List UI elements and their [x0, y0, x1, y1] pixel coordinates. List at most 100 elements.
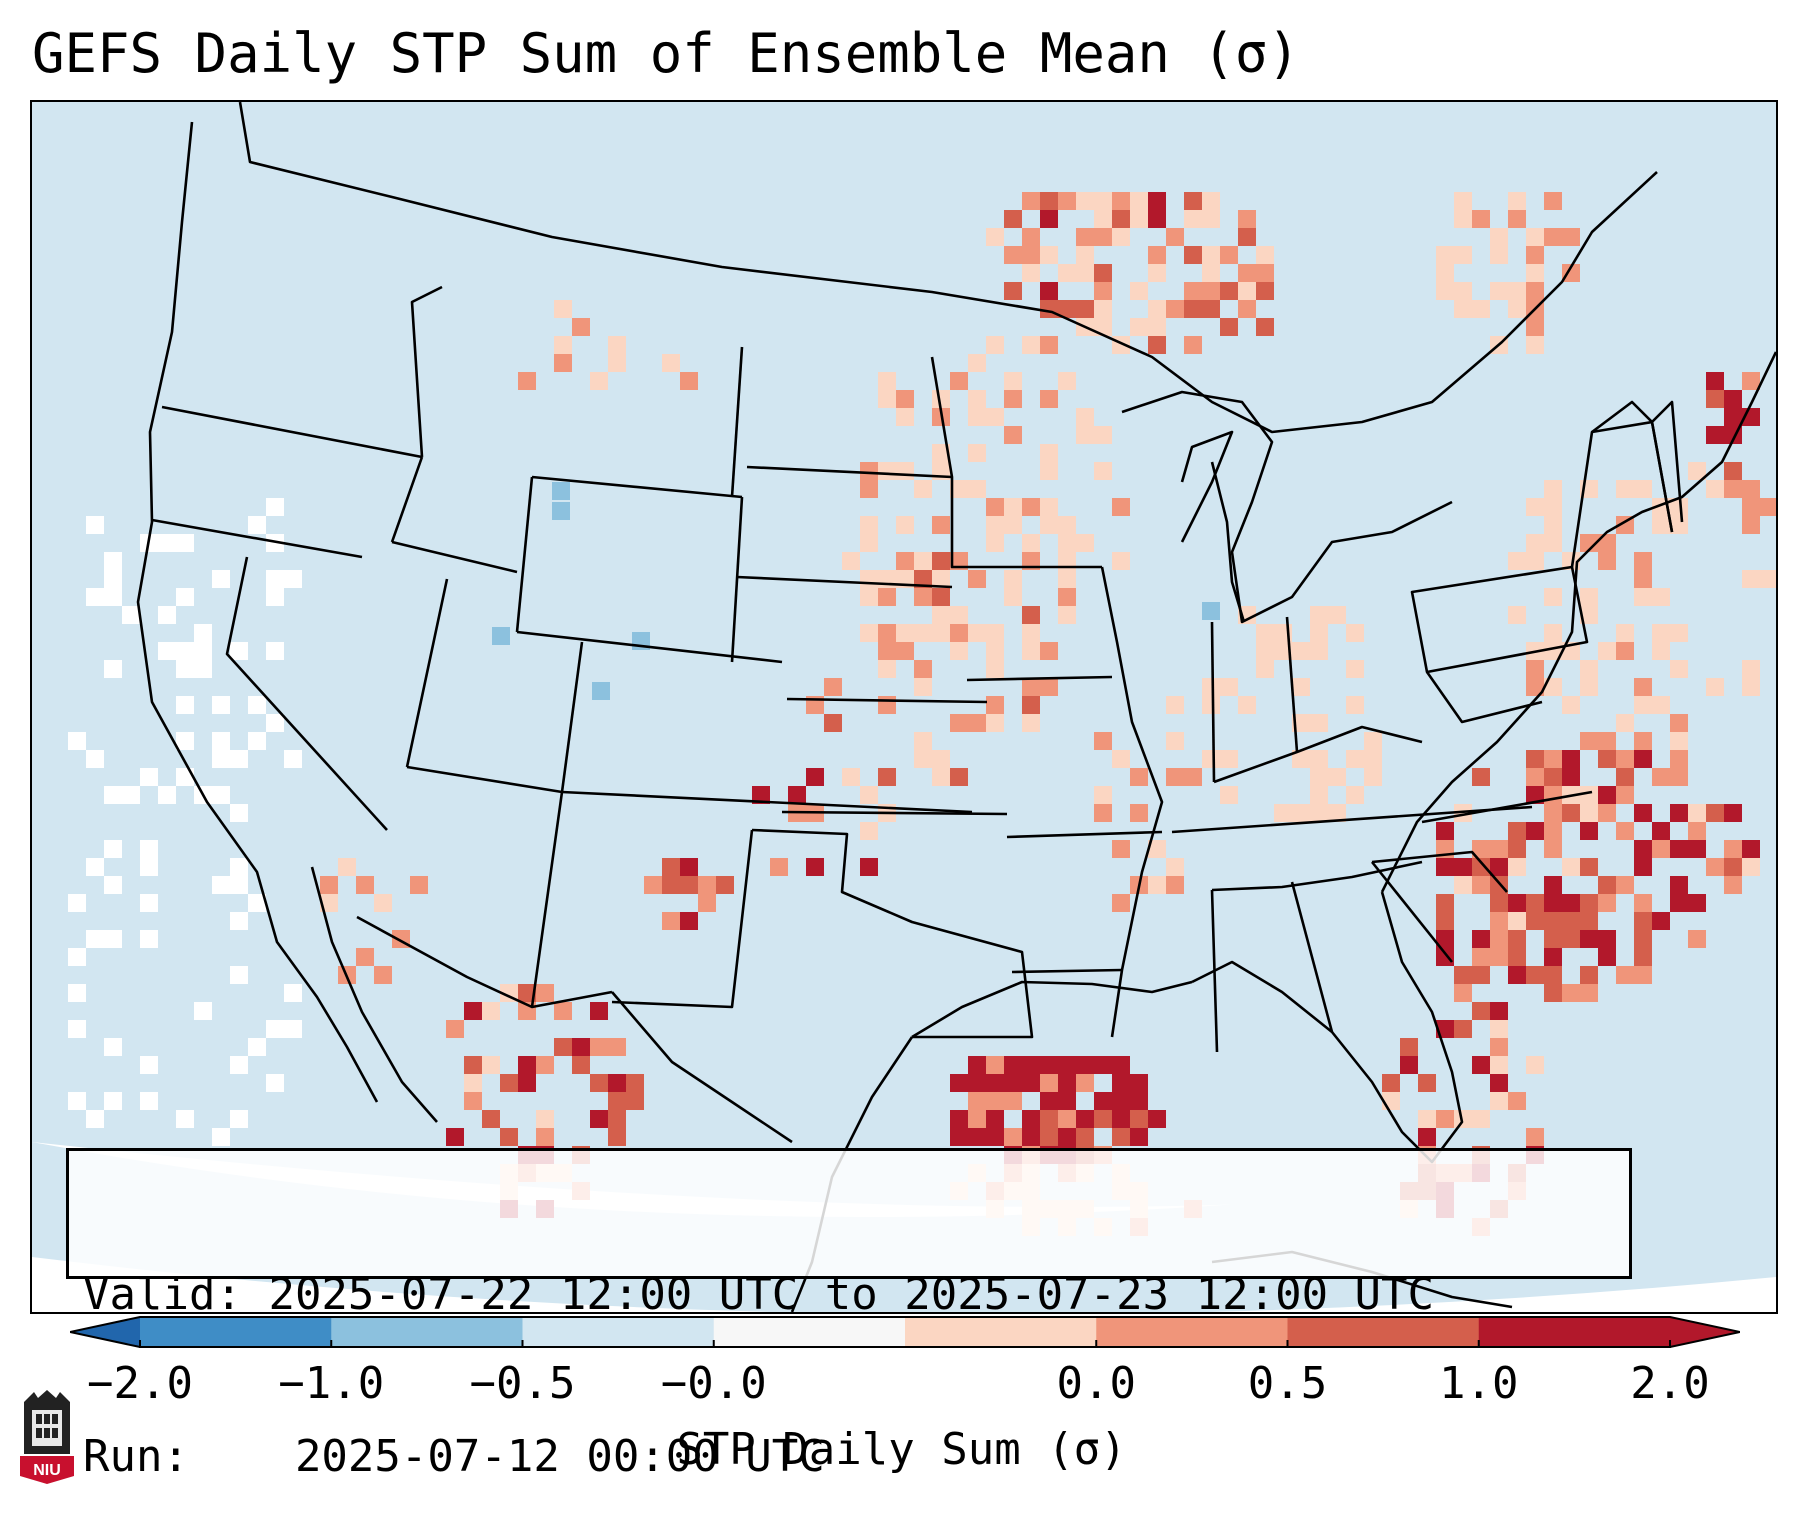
anomaly-cell — [1112, 1092, 1130, 1110]
anomaly-cell — [1040, 300, 1058, 318]
wv-va — [1425, 671, 1543, 724]
anomaly-cell — [1760, 498, 1776, 516]
anomaly-cell — [950, 606, 968, 624]
anomaly-cell — [1490, 1002, 1508, 1020]
anomaly-cell — [1670, 714, 1688, 732]
anomaly-cell — [1436, 282, 1454, 300]
ms-al-border — [1210, 889, 1219, 1053]
mt-nd-border — [730, 346, 744, 498]
ia-mo-border — [966, 675, 1113, 682]
colorbar-tick-label: −0.5 — [469, 1358, 576, 1409]
anomaly-cell — [1112, 1074, 1130, 1092]
anomaly-cell — [1598, 876, 1616, 894]
anomaly-cell — [1616, 480, 1634, 498]
anomaly-cell — [1526, 822, 1544, 840]
anomaly-cell — [950, 714, 968, 732]
nd-sd-border — [746, 465, 953, 479]
anomaly-cell — [1058, 300, 1076, 318]
colorbar-tick-label: 1.0 — [1439, 1358, 1519, 1409]
anomaly-cell — [1256, 264, 1274, 282]
anomaly-cell — [1634, 678, 1652, 696]
anomaly-cell — [536, 1056, 554, 1074]
anomaly-cell — [1184, 300, 1202, 318]
anomaly-cell — [320, 876, 338, 894]
anomaly-cell — [1544, 822, 1562, 840]
anomaly-cell — [662, 858, 680, 876]
anomaly-cell — [248, 732, 266, 750]
anomaly-cell — [1310, 804, 1328, 822]
co-nm-ok — [561, 790, 973, 814]
anomaly-cell — [104, 840, 122, 858]
anomaly-cell — [1040, 678, 1058, 696]
anomaly-cell — [608, 1092, 626, 1110]
anomaly-cell — [860, 462, 878, 480]
anomaly-cell — [1076, 192, 1094, 210]
anomaly-cell — [1580, 588, 1598, 606]
anomaly-cell — [842, 552, 860, 570]
anomaly-cell — [1346, 786, 1364, 804]
anomaly-cell — [1544, 192, 1562, 210]
anomaly-cell — [1544, 750, 1562, 768]
anomaly-cell — [1670, 498, 1688, 516]
anomaly-cell — [1364, 768, 1382, 786]
anomaly-cell — [1166, 300, 1184, 318]
anomaly-cell — [1058, 516, 1076, 534]
anomaly-cell — [590, 372, 608, 390]
anomaly-cell — [896, 390, 914, 408]
anomaly-cell — [1436, 246, 1454, 264]
anomaly-cell — [230, 804, 248, 822]
anomaly-cell — [140, 768, 158, 786]
anomaly-cell — [1220, 282, 1238, 300]
anomaly-cell — [968, 1128, 986, 1146]
anomaly-cell — [1598, 642, 1616, 660]
anomaly-cell — [1436, 1110, 1454, 1128]
anomaly-cell — [1670, 660, 1688, 678]
anomaly-cell — [1112, 1128, 1130, 1146]
anomaly-cell — [986, 336, 1004, 354]
anomaly-cell — [1490, 246, 1508, 264]
anomaly-cell — [140, 894, 158, 912]
anomaly-cell — [1526, 678, 1544, 696]
anomaly-cell — [518, 984, 536, 1002]
anomaly-cell — [1562, 768, 1580, 786]
run-line: Run: 2025-07-12 00:00 UTC — [83, 1430, 1615, 1484]
anomaly-cell — [68, 732, 86, 750]
anomaly-cell — [1706, 372, 1724, 390]
anomaly-cell — [1508, 300, 1526, 318]
anomaly-cell — [1526, 552, 1544, 570]
anomaly-cell — [1022, 624, 1040, 642]
anomaly-cell — [1544, 480, 1562, 498]
anomaly-cell — [626, 1074, 644, 1092]
va-nc-border — [1421, 790, 1593, 824]
anomaly-cell — [1364, 750, 1382, 768]
anomaly-cell — [1148, 264, 1166, 282]
anomaly-cell — [1544, 876, 1562, 894]
anomaly-cell — [1130, 1092, 1148, 1110]
anomaly-cell — [1076, 1110, 1094, 1128]
anomaly-cell — [1652, 696, 1670, 714]
anomaly-cell — [212, 876, 230, 894]
anomaly-cell — [176, 696, 194, 714]
anomaly-cell — [1058, 372, 1076, 390]
anomaly-cell — [1490, 858, 1508, 876]
anomaly-cell — [1472, 966, 1490, 984]
anomaly-cell — [1166, 228, 1184, 246]
anomaly-cell — [1238, 228, 1256, 246]
anomaly-cell — [1598, 534, 1616, 552]
anomaly-cell — [608, 354, 626, 372]
anomaly-cell — [1022, 552, 1040, 570]
anomaly-cell — [1040, 246, 1058, 264]
anomaly-cell — [338, 858, 356, 876]
anomaly-cell — [1436, 822, 1454, 840]
anomaly-cell — [680, 372, 698, 390]
anomaly-cell — [1544, 948, 1562, 966]
anomaly-cell — [1436, 264, 1454, 282]
anomaly-cell — [1022, 606, 1040, 624]
anomaly-cell — [1562, 804, 1580, 822]
anomaly-cell — [968, 390, 986, 408]
anomaly-cell — [1724, 480, 1742, 498]
anomaly-cell — [1058, 1110, 1076, 1128]
anomaly-cell — [1040, 1074, 1058, 1092]
anomaly-cell — [176, 732, 194, 750]
anomaly-cell — [140, 840, 158, 858]
